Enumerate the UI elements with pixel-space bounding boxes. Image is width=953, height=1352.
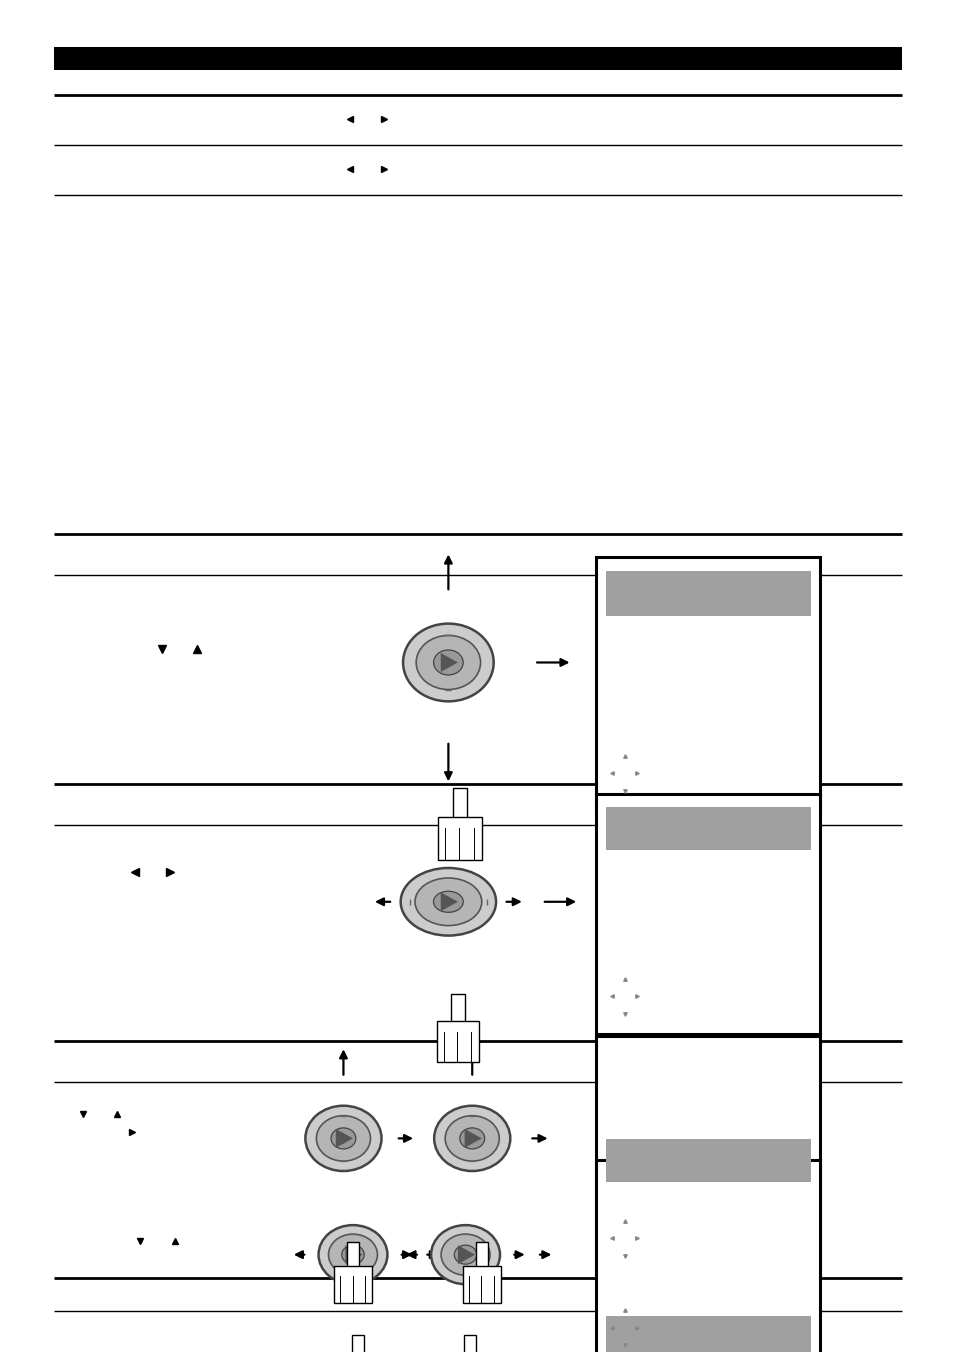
- Ellipse shape: [433, 891, 463, 913]
- Bar: [54, 47, 901, 70]
- Bar: [605, 1317, 810, 1352]
- Ellipse shape: [316, 1115, 370, 1161]
- Bar: [596, 1036, 820, 1276]
- Polygon shape: [345, 1245, 362, 1264]
- Ellipse shape: [331, 1128, 355, 1149]
- Ellipse shape: [400, 868, 496, 936]
- Bar: [475, 1241, 487, 1268]
- Bar: [596, 794, 820, 1034]
- Polygon shape: [335, 1129, 353, 1148]
- Bar: [436, 1021, 478, 1061]
- Polygon shape: [464, 1129, 481, 1148]
- Bar: [596, 1160, 820, 1352]
- Polygon shape: [440, 892, 457, 911]
- Ellipse shape: [454, 1245, 476, 1264]
- Bar: [452, 788, 467, 818]
- Ellipse shape: [445, 1115, 498, 1161]
- Bar: [464, 1334, 476, 1352]
- Bar: [334, 1265, 372, 1303]
- Ellipse shape: [305, 1106, 381, 1171]
- Ellipse shape: [341, 1245, 364, 1264]
- Ellipse shape: [328, 1234, 377, 1275]
- Ellipse shape: [459, 1128, 484, 1149]
- Ellipse shape: [433, 650, 462, 675]
- Ellipse shape: [440, 1234, 490, 1275]
- Bar: [437, 817, 481, 860]
- Bar: [346, 1241, 358, 1268]
- Bar: [596, 557, 820, 811]
- Polygon shape: [457, 1245, 475, 1264]
- Bar: [605, 807, 810, 850]
- Ellipse shape: [415, 877, 481, 926]
- Ellipse shape: [318, 1225, 387, 1284]
- Ellipse shape: [431, 1225, 499, 1284]
- Ellipse shape: [434, 1106, 510, 1171]
- Ellipse shape: [416, 635, 480, 690]
- Bar: [605, 1138, 810, 1182]
- Bar: [352, 1334, 363, 1352]
- Bar: [605, 571, 810, 617]
- Polygon shape: [440, 653, 457, 672]
- Bar: [462, 1265, 500, 1303]
- Ellipse shape: [402, 623, 494, 702]
- Bar: [451, 994, 464, 1022]
